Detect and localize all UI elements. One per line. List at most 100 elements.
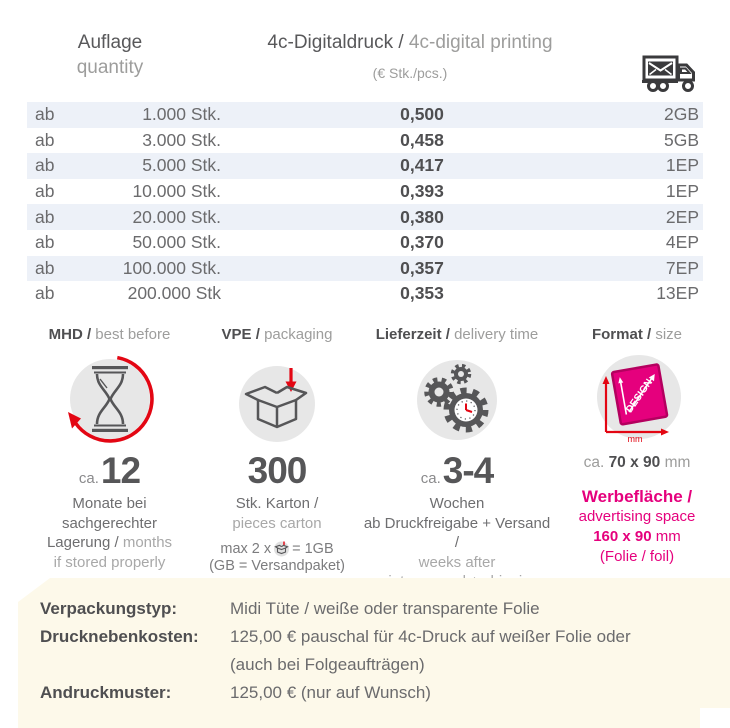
format-title-en: size (655, 326, 683, 343)
delivery-title-en: delivery time (454, 326, 539, 343)
feature-format: Format / size DESIGN mm ca. 70 x 90 (552, 326, 722, 567)
note-label (40, 651, 230, 679)
row-prefix: ab (35, 257, 55, 278)
ad-size-line: 160 x 90 mm (552, 527, 722, 547)
vpe-desc-line1: Stk. Karton / (235, 495, 319, 512)
row-prefix: ab (35, 104, 55, 125)
note-label: Verpackungstyp: (40, 599, 177, 618)
mhd-desc-line3-en: months (122, 534, 173, 551)
mhd-description: Monate bei sachgerechter Lagerung / mont… (22, 494, 197, 572)
note-value: 125,00 € (nur auf Wunsch) (230, 683, 431, 702)
table-row: ab 10.000 Stk. 0,393 1EP (27, 179, 703, 205)
row-shipping: 2EP (665, 206, 699, 227)
row-shipping: 2GB (663, 104, 699, 125)
envelope-truck-icon (642, 52, 700, 101)
gears-clock-icon (362, 352, 552, 448)
footer-note: Verpackungstyp: Midi Tüte / weiße oder t… (18, 578, 730, 728)
mhd-desc-line4: if stored properly (53, 553, 166, 571)
advertising-space-block: Werbefläche / advertising space 160 x 90… (552, 487, 722, 567)
hourglass-refresh-icon (22, 352, 197, 448)
row-quantity: 100.000 Stk. (122, 257, 221, 278)
delivery-description: Wochen ab Druckfreigabe + Versand / week… (362, 494, 552, 592)
ad-size-value: 160 x 90 (593, 528, 652, 545)
mhd-desc-line2: sachgerechter (61, 514, 158, 532)
feature-vpe: VPE / packaging 300 Stk. Karton / pieces… (197, 326, 357, 574)
mm-label: mm (628, 434, 643, 444)
row-price: 0,417 (400, 155, 444, 176)
print-type-en: 4c-digital printing (408, 32, 553, 53)
row-price: 0,500 (400, 104, 444, 125)
table-row: ab 3.000 Stk. 0,458 5GB (27, 128, 703, 154)
delivery-value: 3-4 (442, 450, 494, 491)
print-type-de: 4c-Digitaldruck / (267, 32, 404, 53)
price-column-header: 4c-Digitaldruck / 4c-digital printing (€… (225, 30, 595, 86)
row-prefix: ab (35, 283, 55, 304)
row-price: 0,380 (400, 206, 444, 227)
vpe-value-line: 300 (197, 450, 357, 492)
row-price: 0,370 (400, 232, 444, 253)
mini-box-icon (274, 541, 290, 557)
vpe-title-en: packaging (264, 326, 333, 343)
quantity-column-header: Auflage quantity (38, 30, 182, 80)
vpe-value: 300 (247, 450, 308, 491)
delivery-title-de: Lieferzeit / (375, 326, 455, 343)
format-title-de: Format / (591, 326, 656, 343)
row-quantity: 5.000 Stk. (142, 155, 221, 176)
delivery-value-line: ca.3-4 (362, 450, 552, 492)
vpe-description: Stk. Karton / pieces carton (197, 494, 357, 533)
row-quantity: 20.000 Stk. (132, 206, 221, 227)
delivery-desc-line1: Wochen (429, 495, 485, 512)
row-prefix: ab (35, 232, 55, 253)
note-label: Drucknebenkosten: (40, 627, 199, 646)
row-shipping: 4EP (665, 232, 699, 253)
row-quantity: 3.000 Stk. (142, 129, 221, 150)
note-value: (auch bei Folgeaufträgen) (230, 655, 425, 674)
mhd-value-line: ca.12 (22, 450, 197, 492)
mhd-title-de: MHD / (48, 326, 96, 343)
row-prefix: ab (35, 206, 55, 227)
feature-delivery-time: Lieferzeit / delivery time c (362, 326, 552, 592)
format-size-unit: mm (660, 454, 691, 471)
mhd-desc-line3-de: Lagerung / (46, 534, 123, 551)
print-type-header: 4c-Digitaldruck / 4c-digital printing (225, 30, 595, 55)
vpe-note-line1: max 2 x = 1GB (197, 540, 357, 558)
mhd-ca: ca. (78, 470, 99, 487)
package-dimensions-icon: DESIGN mm (552, 352, 722, 448)
feature-format-title: Format / size (552, 326, 722, 343)
format-size-line: ca. 70 x 90 mm (552, 454, 722, 472)
table-row: ab 1.000 Stk. 0,500 2GB (27, 102, 703, 128)
delivery-desc-line2: ab Druckfreigabe + Versand / (363, 514, 551, 552)
mhd-title-en: best before (95, 326, 171, 343)
vpe-note-pre: max 2 x (220, 541, 272, 557)
table-row: ab 200.000 Stk 0,353 13EP (27, 281, 703, 307)
row-quantity: 200.000 Stk (127, 283, 221, 304)
row-price: 0,393 (400, 181, 444, 202)
row-prefix: ab (35, 181, 55, 202)
footer-note-grid: Verpackungstyp: Midi Tüte / weiße oder t… (18, 578, 730, 707)
feature-mhd-title: MHD / best before (22, 326, 197, 343)
row-shipping: 1EP (665, 155, 699, 176)
table-row: ab 5.000 Stk. 0,417 1EP (27, 153, 703, 179)
ad-line1: advertising space (578, 508, 696, 525)
delivery-ca: ca. (420, 470, 441, 487)
format-size-value: 70 x 90 (608, 454, 661, 471)
vpe-note-post: = 1GB (292, 541, 334, 557)
delivery-desc-line3: weeks after (418, 553, 496, 571)
quantity-header-de: Auflage (77, 32, 143, 53)
row-quantity: 1.000 Stk. (142, 104, 221, 125)
price-table: ab 1.000 Stk. 0,500 2GB ab 3.000 Stk. 0,458 5G… (27, 102, 703, 307)
table-row: ab 20.000 Stk. 0,380 2EP (27, 204, 703, 230)
row-shipping: 5GB (663, 129, 699, 150)
note-value: Midi Tüte / weiße oder transparente Foli… (230, 599, 540, 618)
note-value: 125,00 € pauschal für 4c-Druck auf weiße… (230, 627, 631, 646)
mhd-desc-line1: Monate bei (72, 495, 147, 512)
row-prefix: ab (35, 155, 55, 176)
ad-line3: (Folie / foil) (599, 548, 675, 565)
row-price: 0,353 (400, 283, 444, 304)
vpe-note-line2: (GB = Versandpaket) (209, 557, 345, 574)
table-row: ab 50.000 Stk. 0,370 4EP (27, 230, 703, 256)
row-prefix: ab (35, 129, 55, 150)
vpe-desc-line2: pieces carton (232, 514, 322, 532)
row-shipping: 1EP (665, 181, 699, 202)
